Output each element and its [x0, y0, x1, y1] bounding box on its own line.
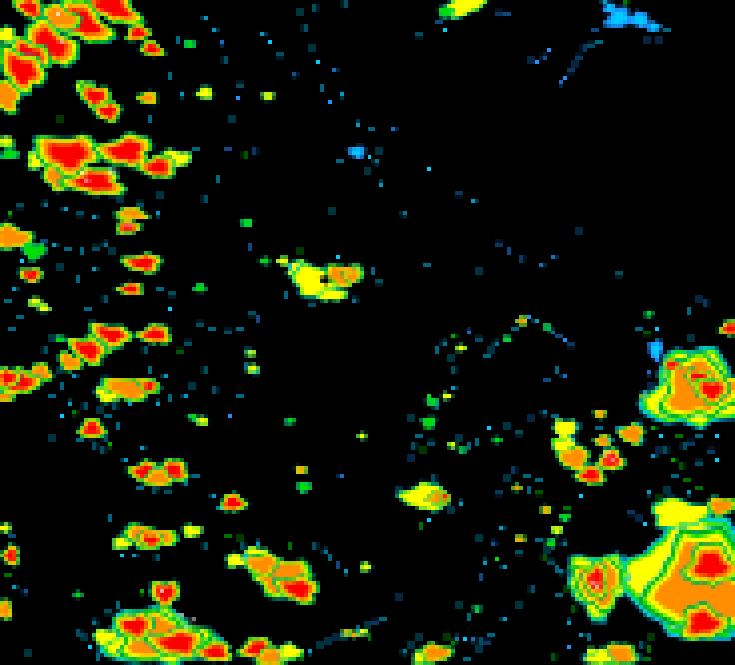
weather-satellite-image: [0, 0, 735, 665]
radar-heatmap-canvas: [0, 0, 735, 665]
